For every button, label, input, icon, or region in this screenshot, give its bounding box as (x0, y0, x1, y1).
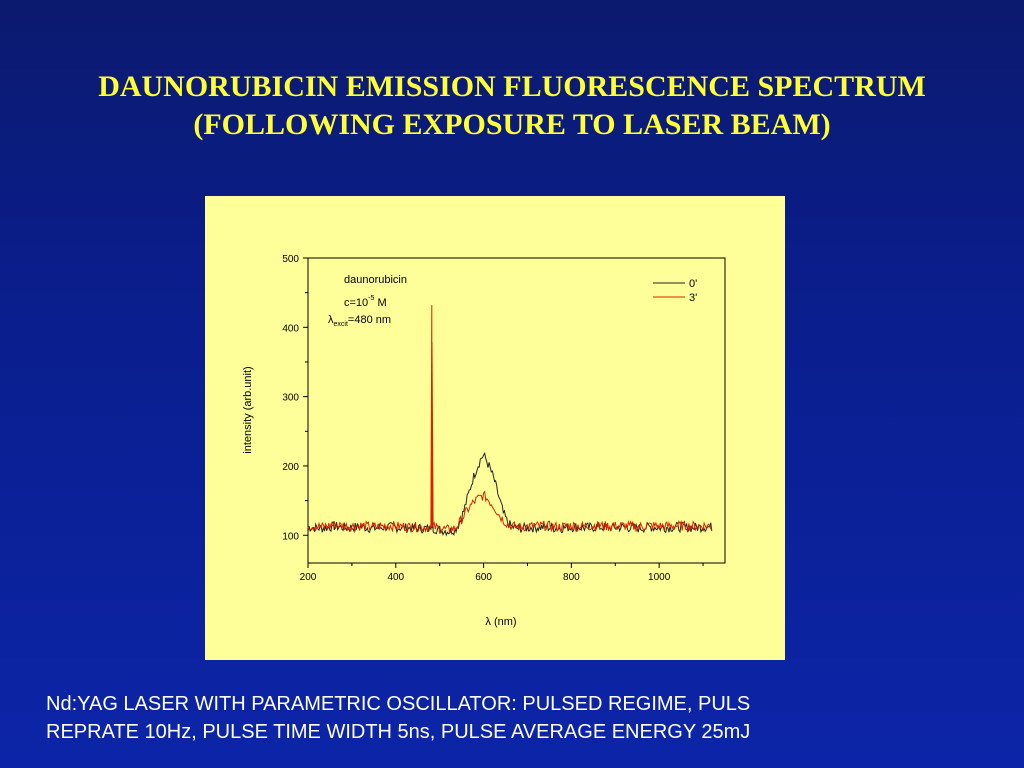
legend: 0' 3' (653, 278, 697, 304)
annotation-conc-exponent: -5 (368, 295, 374, 302)
y-axis-label: intensity (arb.unit) (242, 366, 254, 453)
y-tick-label: 500 (282, 254, 299, 265)
footer-line-1: Nd:YAG LASER WITH PARAMETRIC OSCILLATOR:… (46, 693, 751, 715)
plot-frame (307, 257, 726, 564)
annotation-conc-base: c=10 (344, 297, 368, 309)
title-line-2: (FOLLOWING EXPOSURE TO LASER BEAM) (193, 108, 831, 141)
series-line-0 (307, 417, 713, 537)
x-tick-label: 600 (475, 572, 492, 583)
x-tick-label: 800 (563, 572, 580, 583)
x-tick-label: 1000 (648, 572, 671, 583)
x-tick-label: 200 (300, 572, 317, 583)
x-tick-label: 400 (387, 572, 404, 583)
slide-title: DAUNORUBICIN EMISSION FLUORESCENCE SPECT… (0, 68, 1024, 144)
annotation-excit-subscript: excit (334, 321, 348, 328)
series-layer (307, 305, 713, 537)
series-line-3 (307, 305, 712, 535)
title-line-1: DAUNORUBICIN EMISSION FLUORESCENCE SPECT… (98, 70, 926, 103)
y-tick-label: 100 (282, 531, 299, 542)
annotation-conc-unit: M (374, 297, 386, 309)
legend-label-0: 0' (689, 278, 697, 290)
legend-label-3: 3' (689, 292, 697, 304)
axis-ticks: 200 400 600 800 1000 100 200 300 400 500 (282, 254, 704, 583)
footer-caption: Nd:YAG LASER WITH PARAMETRIC OSCILLATOR:… (46, 690, 1006, 746)
annotation-excit-value: =480 nm (348, 314, 391, 326)
spectrum-chart: 200 400 600 800 1000 100 200 300 400 500 intensit… (242, 254, 726, 628)
annotation-compound: daunorubicin (344, 274, 407, 286)
annotation-concentration: c=10-5 M (344, 295, 387, 309)
annotation-block: daunorubicin c=10-5 M λexcit=480 nm (328, 274, 407, 328)
annotation-lambda: λ (328, 314, 334, 326)
annotation-excitation: λexcit=480 nm (328, 314, 391, 328)
y-tick-label: 200 (282, 462, 299, 473)
y-tick-label: 300 (282, 393, 299, 404)
y-tick-label: 400 (282, 323, 299, 334)
plot-frame-group (307, 257, 726, 564)
footer-line-2: REPRATE 10Hz, PULSE TIME WIDTH 5ns, PULS… (46, 721, 751, 743)
chart-panel: 200 400 600 800 1000 100 200 300 400 500 intensit… (205, 196, 785, 660)
x-axis-label: λ (nm) (485, 616, 516, 628)
